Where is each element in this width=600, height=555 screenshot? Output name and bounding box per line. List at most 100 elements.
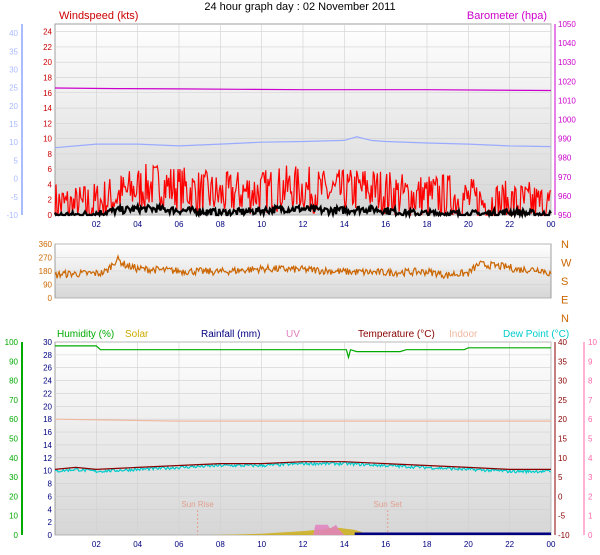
x-tick-label: 02	[92, 540, 101, 549]
right-tick-label: 980	[558, 154, 572, 163]
left-tick-label: 0	[48, 211, 53, 220]
right-tick-label: 20	[558, 415, 567, 424]
outer-left-tick-label: 20	[9, 102, 18, 111]
series-direction-line	[54, 254, 552, 280]
far-right-tick-label: 3	[588, 473, 593, 482]
left-tick-label: 26	[43, 364, 52, 373]
x-tick-label: 06	[175, 540, 184, 549]
x-tick-label: 18	[423, 540, 432, 549]
outer-left-tick-label: 100	[5, 338, 19, 347]
x-tick-label: 04	[133, 540, 142, 549]
left-tick-label: 22	[43, 389, 52, 398]
left-tick-label: 360	[39, 240, 53, 249]
left-tick-label: 16	[43, 428, 52, 437]
x-tick-label: 14	[340, 220, 349, 229]
right-tick-label: 10	[558, 454, 567, 463]
right-tick-label: 0	[558, 492, 563, 501]
far-right-tick-label: 10	[588, 338, 597, 347]
left-tick-label: 8	[48, 480, 53, 489]
windspeed-axis-label: Windspeed (kts)	[59, 10, 138, 22]
series-wind_avg-line	[54, 136, 552, 149]
right-tick-label: 1040	[558, 39, 576, 48]
x-tick-label: 10	[257, 540, 266, 549]
right-tick-label: -10	[558, 531, 570, 540]
left-tick-label: 20	[43, 402, 52, 411]
series-lines	[53, 87, 552, 535]
left-tick-label: 24	[43, 377, 52, 386]
axes	[21, 24, 585, 535]
left-tick-label: 10	[43, 467, 52, 476]
x-tick-label: 12	[299, 540, 308, 549]
x-tick-label: 22	[505, 220, 514, 229]
legend-uv: UV	[286, 329, 300, 340]
legend-indoor: Indoor	[449, 329, 478, 340]
outer-left-tick-label: -10	[6, 211, 18, 220]
outer-left-tick-label: 40	[9, 29, 18, 38]
right-tick-label: 30	[558, 377, 567, 386]
chart-title: 24 hour graph day : 02 November 2011	[204, 1, 395, 13]
right-tick-label: 40	[558, 338, 567, 347]
series-dewpoint-line	[54, 460, 552, 475]
left-tick-label: 2	[48, 196, 53, 205]
far-right-tick-label: 0	[588, 531, 593, 540]
outer-left-tick-label: 60	[9, 415, 18, 424]
outer-left-tick-label: 30	[9, 65, 18, 74]
outer-left-tick-label: 0	[14, 175, 19, 184]
outer-left-tick-label: 20	[9, 492, 18, 501]
x-tick-label: 10	[257, 220, 266, 229]
left-tick-label: 6	[48, 492, 53, 501]
far-right-tick-label: 4	[588, 454, 593, 463]
left-tick-label: 90	[43, 281, 52, 290]
outer-left-tick-label: 0	[14, 531, 19, 540]
left-tick-label: 0	[48, 531, 53, 540]
right-tick-label: 960	[558, 192, 572, 201]
right-tick-label: -5	[558, 512, 566, 521]
left-tick-label: 10	[43, 135, 52, 144]
right-tick-label: 1020	[558, 77, 576, 86]
x-tick-label: 04	[133, 220, 142, 229]
outer-left-tick-label: 5	[14, 156, 19, 165]
x-tick-label: 20	[464, 540, 473, 549]
filled-series	[210, 524, 386, 535]
outer-left-tick-label: 50	[9, 435, 18, 444]
left-tick-label: 0	[48, 294, 53, 303]
left-tick-label: 20	[43, 58, 52, 67]
series-uv-area	[313, 524, 345, 535]
right-tick-label: 950	[558, 211, 572, 220]
far-right-tick-label: 8	[588, 377, 593, 386]
x-tick-label: 14	[340, 540, 349, 549]
compass-label: S	[561, 276, 568, 288]
left-tick-label: 16	[43, 89, 52, 98]
left-tick-label: 14	[43, 441, 52, 450]
left-tick-label: 6	[48, 165, 53, 174]
outer-left-tick-label: 25	[9, 84, 18, 93]
right-tick-label: 1000	[558, 116, 576, 125]
barometer-axis-label: Barometer (hpa)	[467, 10, 547, 22]
left-tick-label: 2	[48, 518, 53, 527]
left-tick-label: 8	[48, 150, 53, 159]
x-tick-label: 08	[216, 540, 225, 549]
legend-temperature: Temperature (°C)	[358, 329, 435, 340]
far-right-tick-label: 2	[588, 492, 593, 501]
series-humidity-line	[55, 345, 551, 360]
x-tick-label: 20	[464, 220, 473, 229]
x-tick-label: 22	[505, 540, 514, 549]
sun-annotation: Sun Rise	[181, 500, 214, 509]
far-right-tick-label: 7	[588, 396, 593, 405]
outer-left-tick-label: 70	[9, 396, 18, 405]
series-barometer-line	[54, 87, 552, 92]
x-tick-label: 18	[423, 220, 432, 229]
right-tick-label: 25	[558, 396, 567, 405]
outer-left-tick-label: 35	[9, 47, 18, 56]
left-tick-label: 14	[43, 104, 52, 113]
far-right-tick-label: 1	[588, 512, 593, 521]
left-tick-label: 4	[48, 180, 53, 189]
compass-label: E	[561, 295, 568, 307]
series-wind_speed-line	[54, 163, 552, 217]
compass-label: W	[561, 258, 572, 270]
right-tick-label: 1050	[558, 20, 576, 29]
far-right-tick-label: 6	[588, 415, 593, 424]
left-tick-label: 12	[43, 454, 52, 463]
